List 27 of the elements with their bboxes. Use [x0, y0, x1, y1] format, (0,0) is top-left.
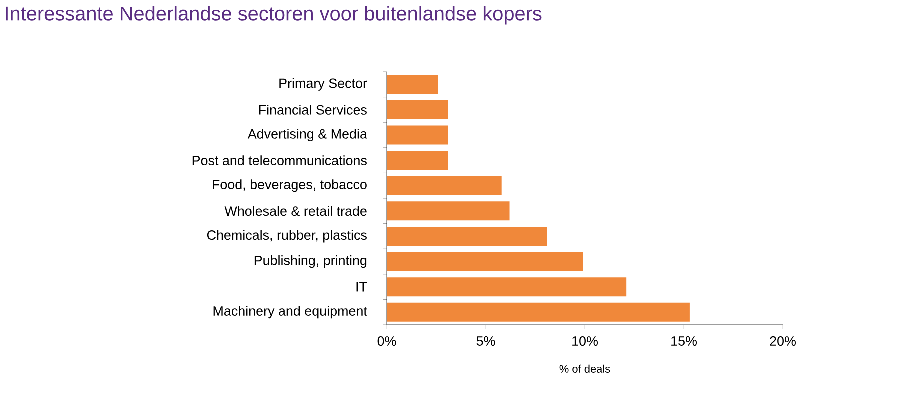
y-tick-label: Advertising & Media: [248, 128, 368, 142]
x-tick-label: 20%: [770, 336, 796, 346]
bar: [387, 126, 448, 145]
y-tick-label: Wholesale & retail trade: [224, 206, 367, 216]
bar: [387, 176, 502, 196]
bar: [387, 278, 627, 297]
x-tick-label: 15%: [672, 336, 697, 346]
bar: [387, 151, 448, 170]
x-axis-title: % of deals: [560, 364, 610, 373]
y-tick-label: Financial Services: [259, 105, 367, 115]
bar: [387, 75, 438, 94]
bar: [387, 302, 690, 322]
x-tick-label: 10%: [572, 336, 598, 346]
bar: [387, 100, 448, 120]
chart-title: Interessante Nederlandse sectoren voor buitenlandse kopers: [6, 6, 542, 25]
y-tick-label: IT: [356, 282, 368, 292]
y-tick-label: Machinery and equipment: [214, 306, 368, 319]
y-tick-label: Primary Sector: [280, 78, 368, 91]
bar: [387, 252, 584, 272]
x-tick-label: 0%: [378, 336, 396, 346]
x-tick-label: 5%: [476, 336, 496, 346]
y-tick-label: Chemicals, rubber, plastics: [207, 230, 367, 243]
y-tick-label: Publishing, printing: [254, 255, 367, 268]
bar: [387, 226, 548, 246]
bar: [387, 202, 510, 221]
y-tick-label: Food, beverages, tobacco: [213, 180, 367, 192]
y-tick-label: Post and telecommunications: [192, 156, 367, 166]
